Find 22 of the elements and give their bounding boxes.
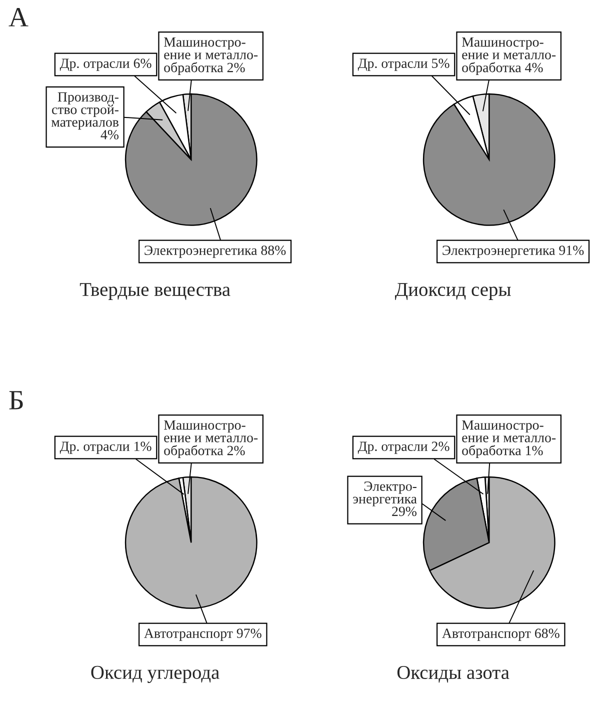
text: Оксид углерода bbox=[91, 666, 220, 683]
slice-label: Машиностро- ение и металло- обработка 1% bbox=[462, 420, 556, 458]
slice-label: Автотранспорт 97% bbox=[144, 628, 262, 641]
slice-label: Производ- ство строй- материалов bbox=[51, 92, 118, 130]
text: Оксиды азота bbox=[397, 666, 510, 683]
data-label: 29% bbox=[392, 506, 417, 516]
slice-label: Машиностро- ение и металло- обработка 2% bbox=[164, 420, 258, 458]
slice-label: Др. отрасли 5% bbox=[358, 58, 450, 71]
slice-label: Автотранспорт 68% bbox=[442, 628, 560, 641]
slice-label: Машиностро- ение и металло- обработка 2% bbox=[164, 37, 258, 76]
slice-label: Электро- энергетика bbox=[353, 482, 417, 506]
slice-label: Др. отрасли 2% bbox=[358, 442, 450, 454]
text: Б bbox=[9, 391, 23, 410]
text: А bbox=[8, 8, 28, 26]
slice-label: Машиностро- ение и металло- обработка 4% bbox=[462, 37, 556, 76]
slice-label: Др. отрасли 6% bbox=[60, 58, 152, 71]
slice-label: Электроэнергетика 88% bbox=[144, 246, 286, 258]
text: Диоксид серы bbox=[394, 283, 511, 300]
data-label: 4% bbox=[100, 130, 119, 140]
slice-label: Др. отрасли 1% bbox=[60, 442, 152, 454]
slice-label: Электроэнергетика 91% bbox=[442, 246, 584, 258]
text: Твердые вещества bbox=[80, 283, 230, 300]
